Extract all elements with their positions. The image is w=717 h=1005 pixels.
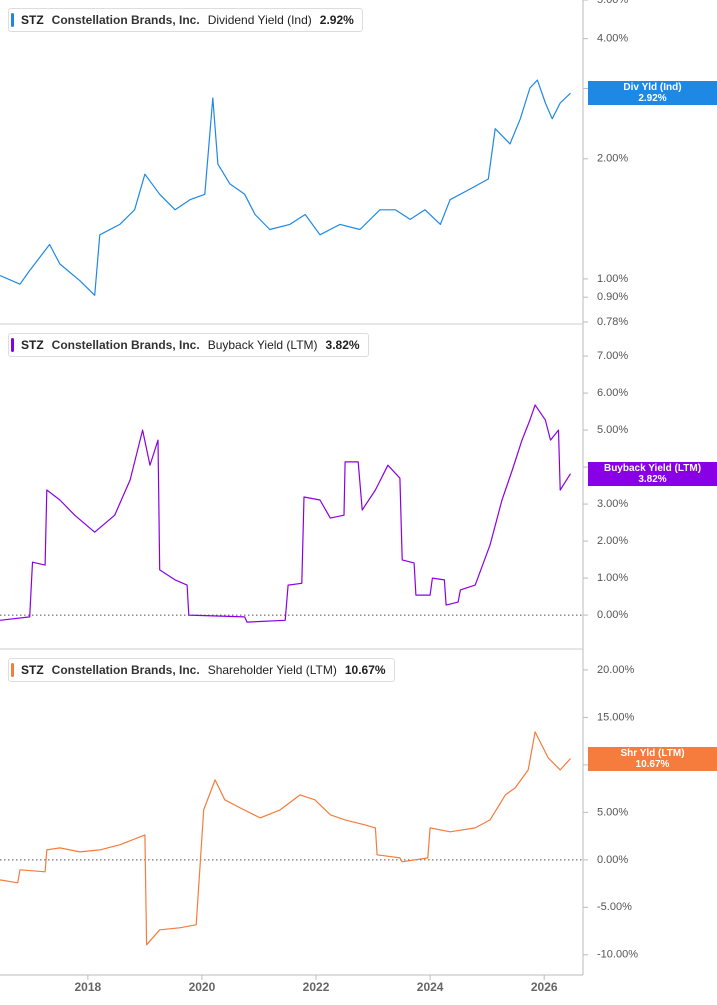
x-tick-label: 2026	[531, 980, 558, 994]
company-name: Constellation Brands, Inc.	[51, 338, 200, 352]
y-tick-label: 5.00%	[597, 424, 628, 436]
badge-value: 10.67%	[635, 758, 670, 770]
y-tick-label: 5.00%	[597, 806, 628, 818]
company-name: Constellation Brands, Inc.	[51, 663, 200, 677]
panel-header: STZ Constellation Brands, Inc. Buyback Yie…	[8, 333, 369, 357]
y-tick-label: 1.00%	[597, 273, 628, 285]
company-name: Constellation Brands, Inc.	[51, 13, 200, 27]
value-badge: Buyback Yield (LTM) 3.82%	[588, 461, 717, 486]
badge-name: Buyback Yield (LTM)	[603, 462, 702, 474]
header-color-bar	[11, 338, 14, 352]
ticker: STZ	[21, 663, 44, 677]
y-tick-label: 7.00%	[597, 350, 628, 362]
current-value: 3.82%	[325, 338, 360, 352]
x-tick-label: 2024	[417, 980, 444, 994]
series-line	[0, 79, 571, 296]
panel-header: STZ Constellation Brands, Inc. Shareholder…	[8, 658, 395, 682]
y-tick-label: 3.00%	[597, 498, 628, 510]
y-tick-label: 5.00%	[597, 0, 628, 6]
header-color-bar	[11, 663, 14, 677]
y-tick-label: 2.00%	[597, 153, 628, 165]
badge-value: 3.82%	[638, 473, 667, 485]
badge-name: Shr Yld (LTM)	[620, 747, 685, 759]
header-color-bar	[11, 13, 14, 27]
y-tick-label: 15.00%	[597, 711, 635, 723]
badge-value: 2.92%	[638, 93, 667, 105]
x-tick-label: 2022	[303, 980, 330, 994]
y-tick-label: -5.00%	[597, 901, 632, 913]
y-tick-label: 0.00%	[597, 609, 628, 621]
ticker: STZ	[21, 13, 44, 27]
y-tick-label: 2.00%	[597, 535, 628, 547]
value-badge: Shr Yld (LTM) 10.67%	[588, 746, 717, 771]
y-tick-label: 0.00%	[597, 854, 628, 866]
series-line	[0, 731, 571, 946]
ticker: STZ	[21, 338, 44, 352]
y-tick-label: 0.78%	[597, 316, 628, 328]
y-tick-label: -10.00%	[597, 949, 638, 961]
y-tick-label: 1.00%	[597, 572, 628, 584]
metric-title: Buyback Yield (LTM)	[207, 338, 318, 352]
y-tick-label: 0.90%	[597, 291, 628, 303]
current-value: 10.67%	[344, 663, 386, 677]
panel-header: STZ Constellation Brands, Inc. Dividend Yi…	[8, 8, 363, 32]
value-badge: Div Yld (Ind) 2.92%	[588, 81, 717, 106]
metric-title: Shareholder Yield (LTM)	[207, 663, 337, 677]
y-tick-label: 6.00%	[597, 387, 628, 399]
badge-name: Div Yld (Ind)	[623, 82, 682, 94]
x-tick-label: 2018	[74, 980, 101, 994]
metric-title: Dividend Yield (Ind)	[207, 13, 312, 27]
current-value: 2.92%	[319, 13, 354, 27]
y-tick-label: 20.00%	[597, 664, 635, 676]
x-tick-label: 2020	[189, 980, 216, 994]
series-line	[0, 404, 572, 623]
y-tick-label: 4.00%	[597, 33, 628, 45]
